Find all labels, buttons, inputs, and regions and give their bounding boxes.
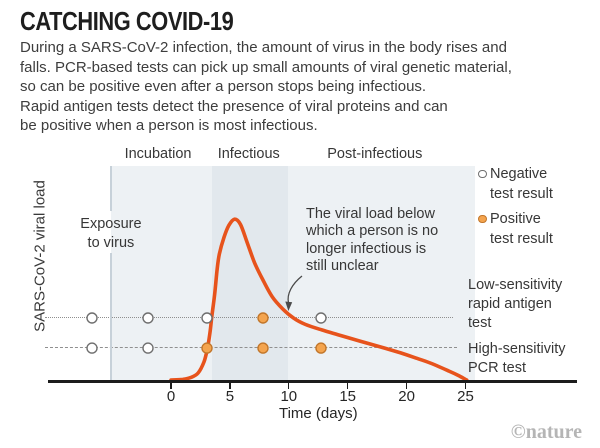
high-sensitivity-pcr-test-label: High-sensitivity PCR test <box>468 340 566 378</box>
x-axis-title: Time (days) <box>278 405 358 422</box>
tick-label: 20 <box>398 388 415 405</box>
negative-test-dot <box>86 342 98 354</box>
tick-mark <box>405 382 408 389</box>
line-label-line: rapid antigen <box>468 296 552 312</box>
positive-test-dot <box>201 342 213 354</box>
annotation-arrow <box>287 275 303 304</box>
positive-result-icon <box>478 214 487 223</box>
annotation-line: which a person is no <box>306 223 439 240</box>
legend-label-line: test result <box>490 230 553 247</box>
infectious-region-band <box>212 166 289 380</box>
phase-label-incubation: Incubation <box>124 146 192 162</box>
exposure-day-line <box>110 253 112 380</box>
positive-test-dot <box>315 342 327 354</box>
high-sensitivity-pcr-test-line <box>45 347 457 349</box>
legend-label-line: Negative <box>490 166 548 182</box>
tick-mark <box>464 382 467 389</box>
negative-test-dot <box>315 312 327 324</box>
annotation-line: still unclear <box>306 257 379 274</box>
line-label-line: High-sensitivity <box>468 341 566 357</box>
intro-line: falls. PCR-based tests can pick up small… <box>20 58 512 76</box>
tick-mark <box>170 382 172 389</box>
tick-mark <box>347 382 349 389</box>
tick-label: 0 <box>166 388 176 405</box>
page-title: CATCHING COVID-19 <box>20 6 234 36</box>
intro-line: so can be positive even after a person s… <box>20 78 427 95</box>
line-label-line: test <box>468 315 492 331</box>
intro-line: be positive when a person is most infect… <box>20 117 318 134</box>
tick-label: 25 <box>457 388 474 405</box>
tick-label: 5 <box>225 388 235 405</box>
x-axis-line <box>48 380 577 383</box>
positive-test-dot <box>257 312 269 324</box>
exposure-to-virus-label: Exposure to virus <box>80 215 141 253</box>
intro-line: Rapid antigen tests detect the presence … <box>20 97 448 115</box>
line-label-line: PCR test <box>468 360 527 376</box>
negative-test-dot <box>142 312 154 324</box>
tick-label: 15 <box>339 388 357 405</box>
line-label-line: Low-sensitivity <box>468 277 563 293</box>
tick-mark <box>229 382 231 389</box>
negative-result-icon <box>478 169 487 178</box>
viral-load-annotation: The viral load below which a person is no… <box>306 206 481 275</box>
y-axis-label: SARS-CoV-2 viral load <box>31 180 49 332</box>
exposure-day-line <box>110 166 112 211</box>
legend-label: Negative test result <box>490 165 553 204</box>
legend-label-line: test result <box>490 185 553 202</box>
tick-label: 10 <box>280 388 298 405</box>
low-sensitivity-rapid-antigen-test-label: Low-sensitivity rapid antigen test <box>468 276 562 333</box>
legend-label-line: Positive <box>490 211 541 227</box>
tick-mark <box>288 382 290 389</box>
plot-background <box>110 166 475 380</box>
negative-test-dot <box>86 312 98 324</box>
phase-label-post-infectious: Post-infectious <box>327 146 423 162</box>
phase-label-infectious: Infectious <box>217 146 280 162</box>
annotation-line: longer infectious is <box>306 240 427 257</box>
legend-label: Positive test result <box>490 210 553 249</box>
negative-test-dot <box>201 312 213 324</box>
intro-line: During a SARS-CoV-2 infection, the amoun… <box>20 39 507 56</box>
negative-test-dot <box>142 342 154 354</box>
low-sensitivity-rapid-antigen-test-line <box>45 317 453 319</box>
exposure-label-line: to virus <box>87 235 135 251</box>
annotation-arrowhead <box>285 301 293 311</box>
annotation-line: The viral load below <box>306 206 435 222</box>
intro-paragraph: During a SARS-CoV-2 infection, the amoun… <box>20 38 590 136</box>
exposure-label-line: Exposure <box>80 216 142 232</box>
nature-credit: ©nature <box>510 421 582 443</box>
positive-test-dot <box>257 342 269 354</box>
